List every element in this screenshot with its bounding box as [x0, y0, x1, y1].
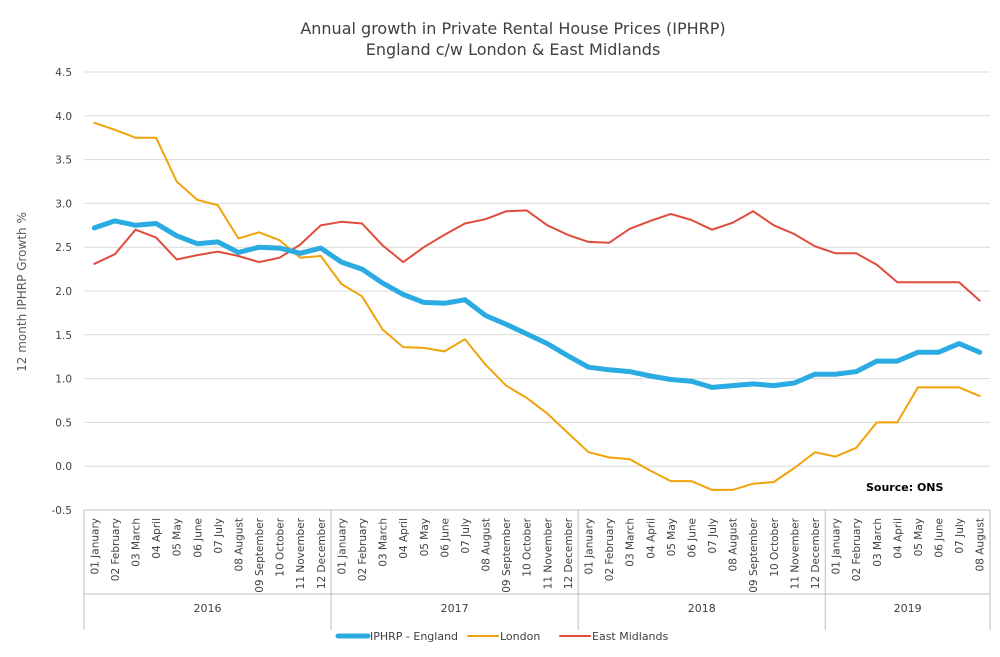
year-label: 2019 — [894, 602, 922, 615]
x-tick-label: 10 October — [522, 517, 534, 576]
y-tick-label: -0.5 — [52, 505, 73, 517]
gridlines — [84, 71, 990, 511]
legend-item: IPHRP - England — [335, 630, 458, 643]
x-tick-label: 07 July — [213, 518, 225, 554]
x-tick-label: 11 November — [542, 517, 554, 589]
x-tick-label: 11 November — [789, 517, 801, 589]
x-tick-label: 05 May — [419, 518, 431, 556]
x-tick-label: 01 January — [336, 518, 348, 575]
legend-label: East Midlands — [592, 630, 669, 643]
x-tick-label: 07 July — [707, 518, 719, 554]
x-axis: 01 January 02 February 03 March 04 April 05 … — [83, 509, 991, 630]
x-tick-label: 06 June — [686, 518, 698, 558]
x-tick-label: 04 April — [151, 518, 163, 559]
legend: IPHRP - England London East Midlands — [335, 630, 669, 643]
y-tick-label: 1.0 — [55, 374, 72, 386]
y-tick-label: 2.0 — [55, 286, 72, 298]
x-tick-label: 01 January — [831, 518, 843, 575]
x-tick-label: 04 April — [398, 518, 410, 559]
x-tick-label: 03 March — [625, 518, 637, 567]
x-tick-label: 05 May — [666, 518, 678, 556]
y-tick-label: 4.5 — [55, 67, 72, 79]
x-tick-label: 09 September — [501, 517, 513, 592]
x-tick-label: 02 February — [357, 518, 369, 581]
x-tick-label: 01 January — [89, 518, 101, 575]
x-tick-label: 09 September — [254, 517, 266, 592]
y-tick-label: 0.5 — [55, 417, 72, 429]
x-tick-label: 10 October — [769, 517, 781, 576]
x-tick-label: 06 June — [192, 518, 204, 558]
y-tick-label: 2.5 — [55, 242, 72, 254]
chart-subtitle: England c/w London & East Midlands — [366, 40, 661, 59]
x-tick-label: 08 August — [233, 518, 245, 571]
legend-label: IPHRP - England — [370, 630, 458, 643]
x-tick-label: 07 July — [954, 518, 966, 554]
legend-label: London — [500, 630, 540, 643]
x-tick-label: 02 February — [604, 518, 616, 581]
x-tick-label: 04 April — [892, 518, 904, 559]
x-tick-label: 12 December — [563, 517, 575, 589]
x-tick-label: 06 June — [439, 518, 451, 558]
x-tick-label: 12 December — [810, 517, 822, 589]
legend-item: East Midlands — [559, 630, 669, 643]
y-tick-label: 0.0 — [55, 461, 72, 473]
series-lines — [91, 121, 983, 491]
y-tick-label: 3.0 — [55, 198, 72, 210]
y-tick-label: 3.5 — [55, 155, 72, 167]
x-tick-label: 08 August — [481, 518, 493, 571]
legend-item: London — [467, 630, 540, 643]
x-tick-label: 08 August — [975, 518, 987, 571]
x-tick-label: 05 May — [913, 518, 925, 556]
x-tick-label: 08 August — [728, 518, 740, 571]
series-line-iphrp-england — [91, 218, 983, 390]
year-label: 2018 — [688, 602, 716, 615]
chart-title: Annual growth in Private Rental House Pr… — [300, 19, 725, 38]
x-tick-label: 12 December — [316, 517, 328, 589]
year-label: 2016 — [194, 602, 222, 615]
series-line-london — [93, 121, 981, 491]
x-tick-label: 11 November — [295, 517, 307, 589]
x-tick-label: 03 March — [378, 518, 390, 567]
x-tick-label: 03 March — [872, 518, 884, 567]
x-tick-label: 02 February — [110, 518, 122, 581]
x-tick-label: 07 July — [460, 518, 472, 554]
x-tick-label: 04 April — [645, 518, 657, 559]
x-tick-label: 09 September — [748, 517, 760, 592]
x-tick-label: 06 June — [934, 518, 946, 558]
x-tick-label: 10 October — [275, 517, 287, 576]
y-tick-label: 1.5 — [55, 330, 72, 342]
source-annotation: Source: ONS — [866, 481, 944, 494]
y-tick-label: 4.0 — [55, 111, 72, 123]
y-axis: 4.5 4.0 3.5 3.0 2.5 2.0 1.5 1.0 0.5 0.0 -0.5 — [52, 67, 73, 517]
y-axis-label: 12 month IPHRP Growth % — [15, 212, 29, 372]
year-label: 2017 — [441, 602, 469, 615]
x-tick-label: 01 January — [584, 518, 596, 575]
x-tick-label: 03 March — [131, 518, 143, 567]
x-tick-label: 05 May — [172, 518, 184, 556]
series-line-east-midlands — [93, 209, 981, 302]
x-tick-label: 02 February — [851, 518, 863, 581]
